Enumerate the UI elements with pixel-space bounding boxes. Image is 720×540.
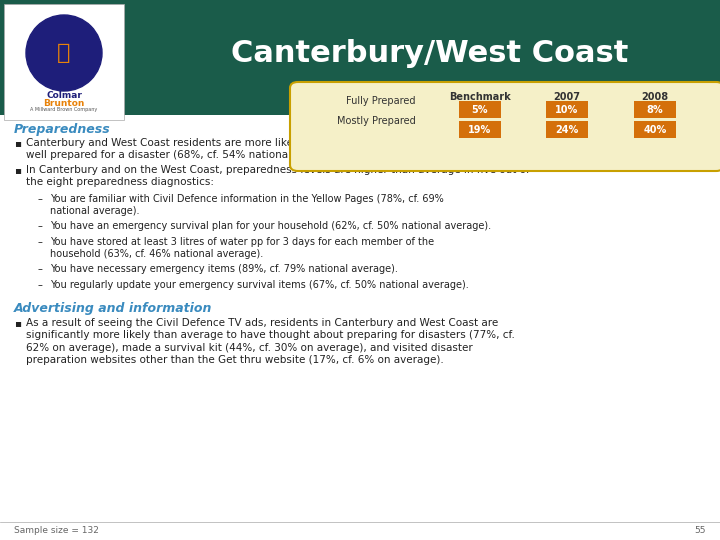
Ellipse shape <box>26 15 102 91</box>
Text: You have an emergency survival plan for your household (62%, cf. 50% national av: You have an emergency survival plan for … <box>50 221 491 231</box>
Text: You are familiar with Civil Defence information in the Yellow Pages (78%, cf. 69: You are familiar with Civil Defence info… <box>50 194 444 217</box>
Text: 2008: 2008 <box>642 92 669 102</box>
Text: 🏃: 🏃 <box>58 43 71 63</box>
Text: You regularly update your emergency survival items (67%, cf. 50% national averag: You regularly update your emergency surv… <box>50 280 469 290</box>
Text: A Millward Brown Company: A Millward Brown Company <box>30 107 98 112</box>
Text: In Canterbury and on the West Coast, preparedness levels are higher than average: In Canterbury and on the West Coast, pre… <box>26 165 530 187</box>
Text: ▪: ▪ <box>14 165 21 175</box>
Text: 8%: 8% <box>647 105 663 115</box>
Text: 10%: 10% <box>555 105 579 115</box>
Text: 24%: 24% <box>555 125 579 135</box>
FancyBboxPatch shape <box>546 101 588 118</box>
Text: 40%: 40% <box>644 125 667 135</box>
Text: You have stored at least 3 litres of water pp for 3 days for each member of the
: You have stored at least 3 litres of wat… <box>50 237 434 259</box>
Text: Fully Prepared: Fully Prepared <box>346 97 416 106</box>
Text: 19%: 19% <box>469 125 492 135</box>
Text: –: – <box>38 264 43 274</box>
Text: 55: 55 <box>695 526 706 535</box>
FancyBboxPatch shape <box>634 121 676 138</box>
Text: You have necessary emergency items (89%, cf. 79% national average).: You have necessary emergency items (89%,… <box>50 264 398 274</box>
Text: 5%: 5% <box>472 105 488 115</box>
Text: Canterbury and West Coast residents are more likely than average to say they are: Canterbury and West Coast residents are … <box>26 138 527 160</box>
FancyBboxPatch shape <box>4 4 124 120</box>
Text: Sample size = 132: Sample size = 132 <box>14 526 99 535</box>
Text: 2007: 2007 <box>554 92 580 102</box>
Text: –: – <box>38 237 43 247</box>
FancyBboxPatch shape <box>0 0 720 115</box>
Text: Brunton: Brunton <box>43 99 85 108</box>
Text: –: – <box>38 221 43 231</box>
Text: Canterbury/West Coast: Canterbury/West Coast <box>231 38 629 68</box>
FancyBboxPatch shape <box>546 121 588 138</box>
FancyBboxPatch shape <box>459 121 501 138</box>
Text: As a result of seeing the Civil Defence TV ads, residents in Canterbury and West: As a result of seeing the Civil Defence … <box>26 318 515 365</box>
Text: –: – <box>38 280 43 290</box>
FancyBboxPatch shape <box>634 101 676 118</box>
Text: ▪: ▪ <box>14 318 21 328</box>
FancyBboxPatch shape <box>290 82 720 171</box>
Text: Advertising and information: Advertising and information <box>14 302 212 315</box>
Text: Preparedness: Preparedness <box>14 123 111 136</box>
Text: –: – <box>38 194 43 204</box>
Text: ▪: ▪ <box>14 138 21 148</box>
Text: Colmar: Colmar <box>46 91 82 100</box>
Text: Benchmark: Benchmark <box>449 92 511 102</box>
Text: Mostly Prepared: Mostly Prepared <box>337 117 416 126</box>
FancyBboxPatch shape <box>459 101 501 118</box>
